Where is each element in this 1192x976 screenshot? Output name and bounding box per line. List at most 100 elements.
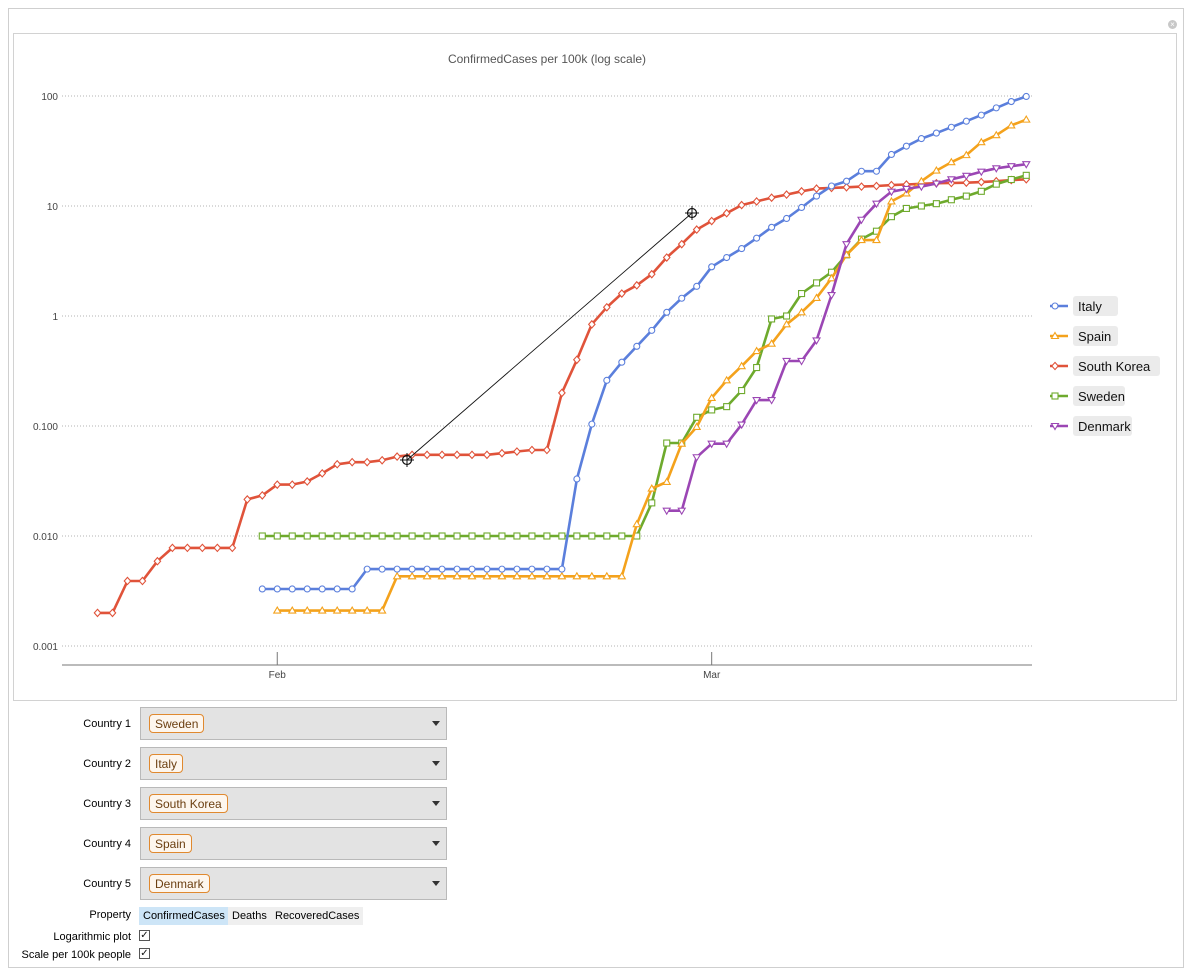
- data-point: [542, 571, 552, 580]
- data-point: [887, 213, 895, 221]
- chart-svg: ConfirmedCases per 100k (log scale) 0.00…: [33, 52, 1160, 681]
- data-point: [632, 519, 642, 528]
- data-point: [692, 422, 702, 431]
- data-point: [647, 483, 657, 492]
- data-point: [872, 200, 881, 209]
- data-point: [603, 532, 611, 540]
- data-point: [363, 457, 372, 467]
- data-point: [707, 440, 717, 449]
- data-point: [572, 355, 581, 365]
- data-point: [378, 532, 386, 540]
- chevron-down-icon: [432, 761, 440, 766]
- crosshair-icon[interactable]: [685, 206, 699, 220]
- data-point: [723, 253, 731, 262]
- data-point: [976, 137, 986, 146]
- legend-label-bg: [1073, 416, 1132, 436]
- data-point: [708, 263, 716, 271]
- data-point: [572, 571, 582, 580]
- data-point: [722, 440, 732, 449]
- y-tick-label: 1: [52, 312, 58, 323]
- data-point: [977, 177, 986, 187]
- data-point: [527, 445, 536, 455]
- data-point: [783, 214, 791, 223]
- country-2-select[interactable]: Italy: [140, 747, 447, 780]
- data-point: [812, 184, 821, 194]
- property-option-deaths[interactable]: Deaths: [228, 907, 271, 925]
- data-point: [812, 293, 821, 301]
- data-point: [438, 450, 446, 460]
- data-point: [693, 282, 701, 290]
- data-point: [662, 253, 671, 262]
- data-point: [287, 605, 297, 614]
- country-4-select[interactable]: Spain: [140, 827, 447, 860]
- data-point: [797, 307, 807, 316]
- data-point: [931, 165, 941, 174]
- data-point: [153, 556, 162, 566]
- data-point: [707, 216, 716, 226]
- country-4-label: Country 4: [83, 838, 131, 850]
- data-point: [857, 216, 866, 225]
- annotation-layer: [400, 206, 699, 467]
- country-5-select[interactable]: Denmark: [140, 867, 447, 900]
- data-point: [288, 480, 297, 490]
- data-point: [318, 468, 327, 478]
- data-point: [317, 605, 327, 614]
- data-point: [737, 421, 747, 430]
- data-point: [737, 200, 746, 210]
- data-point: [962, 117, 970, 125]
- country-3-label: Country 3: [83, 798, 131, 810]
- data-point: [213, 543, 222, 553]
- crosshair-icon[interactable]: [400, 453, 414, 467]
- data-point: [767, 193, 776, 203]
- measure-line: [406, 212, 693, 461]
- data-point: [812, 279, 821, 287]
- data-point: [588, 420, 596, 428]
- series-denmark: [662, 161, 1031, 516]
- country-2-label: Country 2: [83, 758, 131, 770]
- log-plot-checkbox[interactable]: ✓: [139, 930, 150, 941]
- data-point: [812, 192, 821, 200]
- y-tick-label: 0.100: [33, 422, 58, 433]
- data-point: [422, 571, 432, 580]
- legend-item-spain: Spain: [1050, 326, 1118, 346]
- data-point: [992, 104, 1000, 112]
- scale-checkbox[interactable]: ✓: [139, 948, 150, 959]
- data-point: [961, 150, 971, 159]
- close-icon[interactable]: ×: [1168, 20, 1177, 29]
- data-point: [707, 393, 717, 401]
- data-point: [603, 376, 611, 384]
- data-point: [558, 532, 566, 540]
- data-point: [393, 565, 401, 573]
- country-1-select[interactable]: Sweden: [140, 707, 447, 740]
- property-option-recovered[interactable]: RecoveredCases: [271, 907, 364, 925]
- data-point: [842, 241, 851, 249]
- data-point: [303, 532, 311, 540]
- data-point: [437, 571, 447, 580]
- country-3-select[interactable]: South Korea: [140, 787, 447, 820]
- data-point: [753, 363, 761, 372]
- series-sweden: [258, 171, 1030, 540]
- country-4-value: Spain: [149, 834, 192, 853]
- country-1-value: Sweden: [149, 714, 205, 733]
- data-point: [288, 532, 296, 540]
- series-south-korea: [93, 174, 1031, 618]
- data-point: [513, 532, 521, 540]
- data-point: [752, 346, 762, 355]
- legend-marker: [1050, 331, 1060, 340]
- data-point: [303, 477, 312, 486]
- data-point: [453, 532, 461, 540]
- data-point: [453, 565, 461, 573]
- data-point: [738, 387, 746, 395]
- y-tick-label: 0.001: [33, 642, 58, 653]
- data-point: [1021, 161, 1031, 169]
- data-point: [617, 289, 626, 298]
- property-option-confirmed[interactable]: ConfirmedCases: [139, 907, 229, 925]
- data-point: [392, 571, 402, 580]
- data-point: [557, 388, 566, 398]
- data-point: [708, 406, 716, 414]
- data-point: [902, 204, 910, 213]
- data-point: [648, 499, 656, 507]
- data-point: [362, 605, 372, 614]
- data-point: [618, 532, 626, 540]
- data-point: [827, 292, 836, 300]
